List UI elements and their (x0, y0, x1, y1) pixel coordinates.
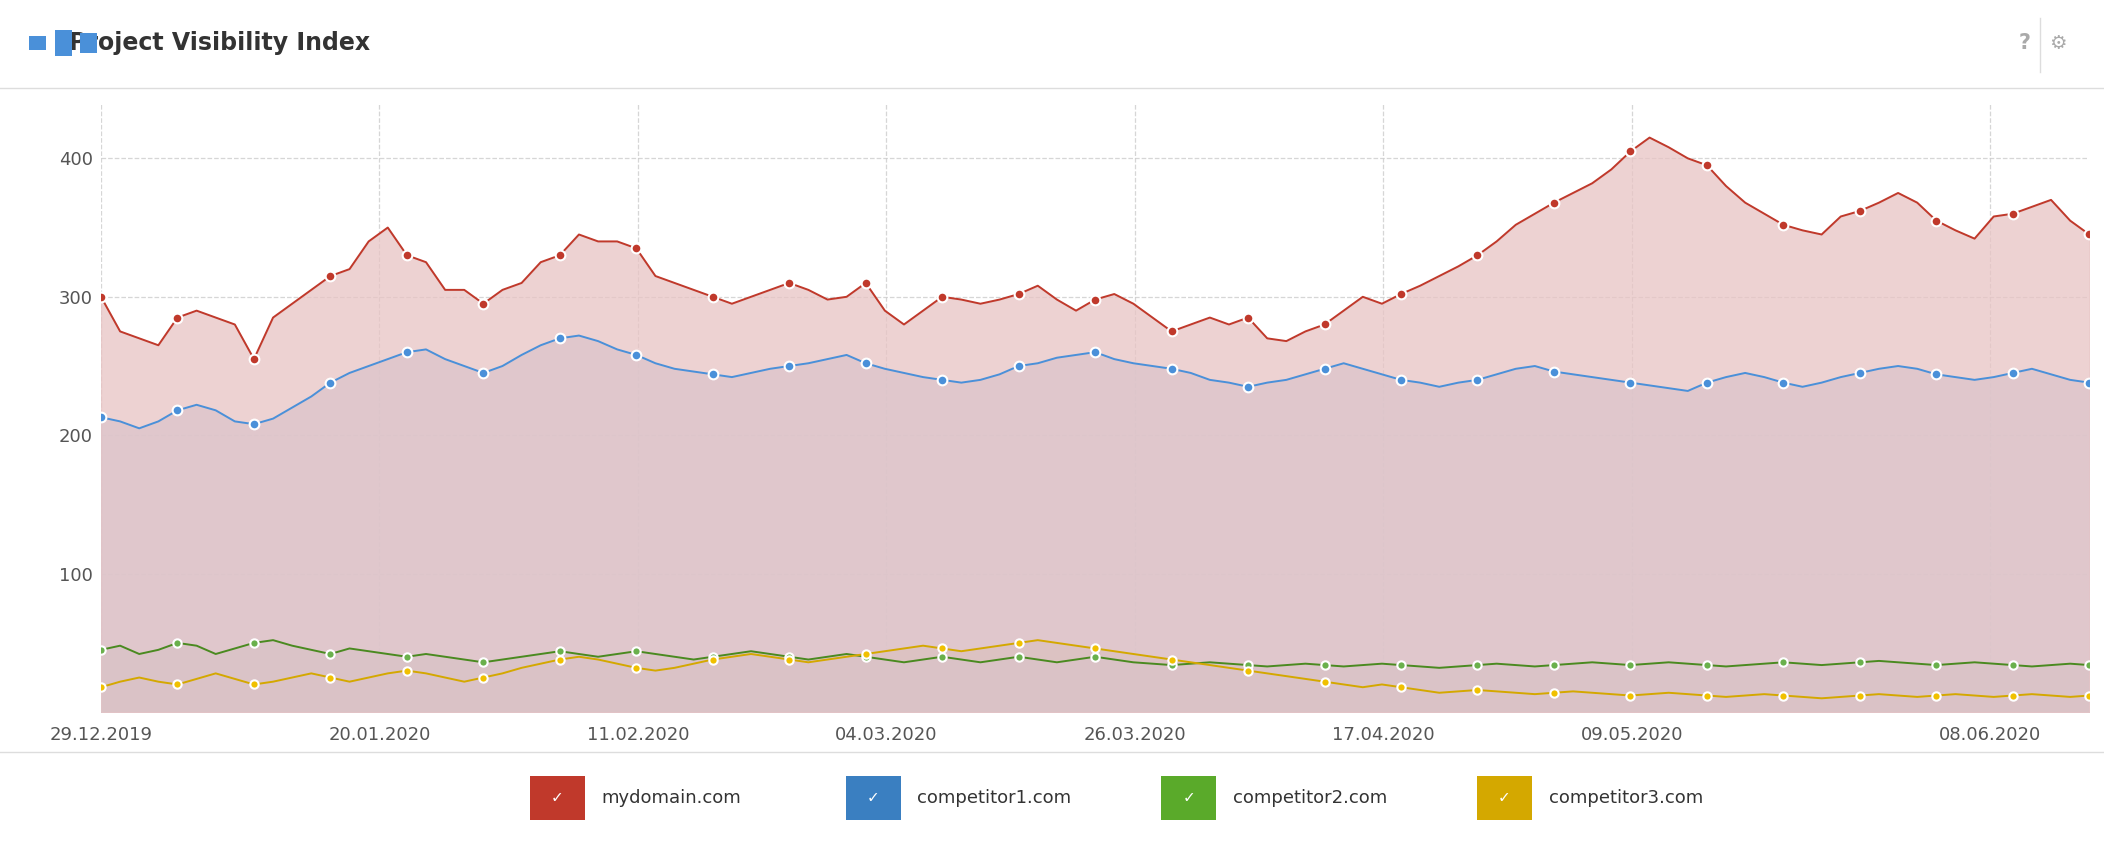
Text: competitor2.com: competitor2.com (1233, 789, 1387, 807)
Text: ✓: ✓ (551, 790, 564, 806)
Bar (80, 33, 97, 53)
FancyBboxPatch shape (1477, 776, 1532, 819)
Text: Project Visibility Index: Project Visibility Index (69, 31, 370, 55)
Bar (55, 30, 72, 56)
Bar (29, 36, 46, 50)
Text: ⚙: ⚙ (2049, 33, 2066, 52)
Text: competitor3.com: competitor3.com (1549, 789, 1702, 807)
FancyBboxPatch shape (1161, 776, 1216, 819)
Text: ?: ? (2020, 33, 2030, 53)
Text: ✓: ✓ (1498, 790, 1511, 806)
Text: ✓: ✓ (1182, 790, 1195, 806)
Text: mydomain.com: mydomain.com (602, 789, 741, 807)
Text: competitor1.com: competitor1.com (917, 789, 1071, 807)
Text: ✓: ✓ (867, 790, 879, 806)
FancyBboxPatch shape (846, 776, 901, 819)
FancyBboxPatch shape (530, 776, 585, 819)
